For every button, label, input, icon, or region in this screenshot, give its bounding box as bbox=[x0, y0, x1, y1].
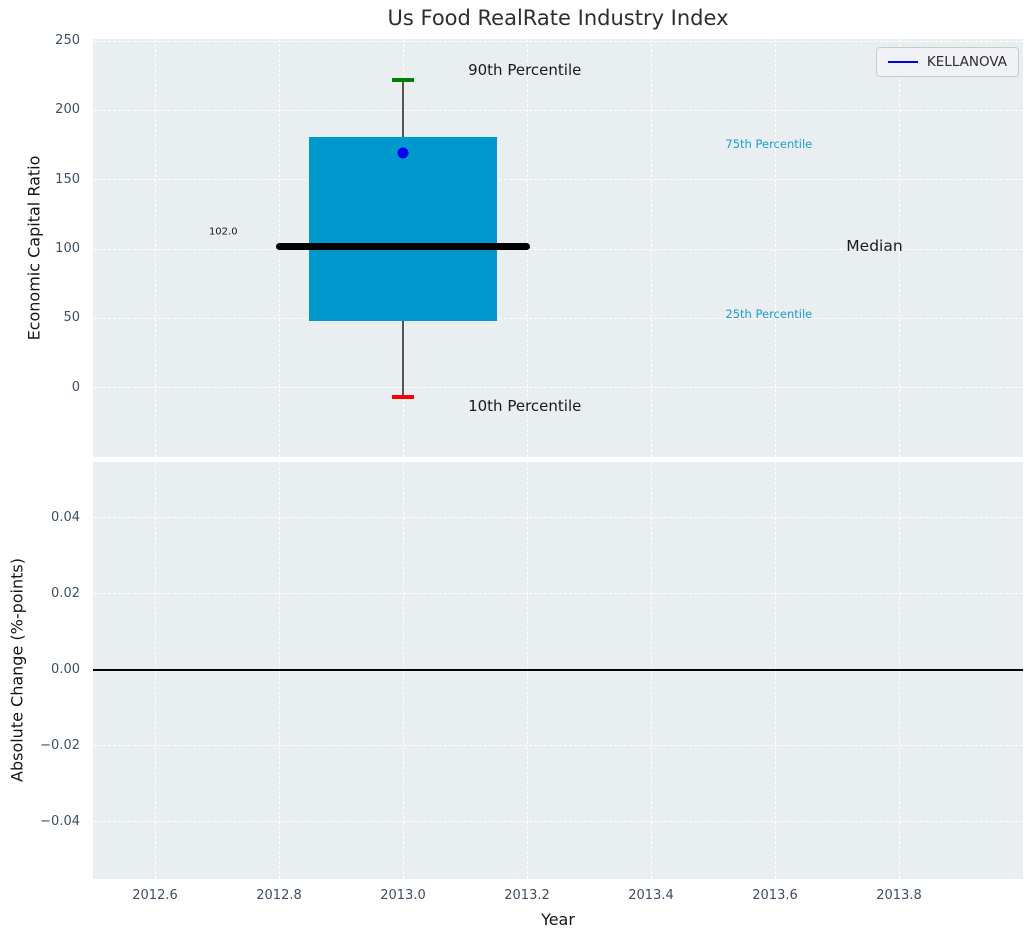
legend: KELLANOVA bbox=[875, 47, 1019, 77]
annotation-90th-percentile: 90th Percentile bbox=[468, 61, 582, 80]
x-tick-label: 2012.8 bbox=[256, 888, 302, 903]
x-tick-label: 2013.0 bbox=[380, 888, 426, 903]
gridline-horizontal bbox=[93, 821, 1023, 823]
y-tick-label: 50 bbox=[63, 310, 80, 326]
annotation-10th-percentile: 10th Percentile bbox=[468, 396, 582, 415]
gridline-horizontal bbox=[93, 40, 1023, 42]
x-tick-label: 2013.4 bbox=[628, 888, 674, 903]
y-tick-label: 0.04 bbox=[51, 509, 80, 525]
gridline-horizontal bbox=[93, 517, 1023, 519]
y-tick-label: 0.02 bbox=[51, 585, 80, 601]
gridline-horizontal bbox=[93, 179, 1023, 181]
annotation-median: Median bbox=[846, 237, 903, 256]
gridline-vertical bbox=[154, 39, 156, 457]
gridline-vertical bbox=[898, 39, 900, 457]
x-axis-label: Year bbox=[541, 910, 575, 929]
p90-cap bbox=[392, 77, 414, 82]
y-tick-label: 0 bbox=[71, 379, 80, 395]
p10-cap bbox=[392, 395, 414, 400]
gridline-horizontal bbox=[93, 745, 1023, 747]
box-iqr bbox=[309, 136, 497, 322]
x-tick-label: 2013.8 bbox=[876, 888, 922, 903]
y-tick-label: 150 bbox=[55, 171, 80, 187]
bottom-subplot bbox=[93, 462, 1023, 879]
gridline-horizontal bbox=[93, 387, 1023, 389]
gridline-vertical bbox=[774, 39, 776, 457]
x-tick-label: 2013.2 bbox=[504, 888, 550, 903]
y-tick-label: 250 bbox=[55, 33, 80, 49]
gridline-horizontal bbox=[93, 317, 1023, 319]
y-tick-label: 0.00 bbox=[51, 661, 80, 677]
y-tick-label: −0.04 bbox=[40, 813, 80, 829]
annotation-102-0: 102.0 bbox=[208, 226, 238, 238]
company-dot bbox=[397, 147, 409, 159]
x-tick-label: 2012.6 bbox=[132, 888, 178, 903]
chart-title: Us Food RealRate Industry Index bbox=[387, 6, 729, 30]
annotation-25th-percentile: 25th Percentile bbox=[725, 307, 813, 322]
gridline-horizontal bbox=[93, 109, 1023, 111]
y-tick-label: 200 bbox=[55, 102, 80, 118]
y-tick-label: −0.02 bbox=[40, 737, 80, 753]
zero-line bbox=[93, 668, 1023, 671]
legend-label: KELLANOVA bbox=[926, 54, 1007, 70]
y-tick-label: 100 bbox=[55, 241, 80, 257]
gridline-horizontal bbox=[93, 248, 1023, 250]
top-subplot: KELLANOVA 90th Percentile 10th Percentile… bbox=[93, 39, 1023, 457]
x-tick-label: 2013.6 bbox=[752, 888, 798, 903]
legend-line-icon bbox=[887, 61, 918, 63]
median-line bbox=[275, 242, 531, 250]
annotation-75th-percentile: 75th Percentile bbox=[725, 136, 813, 151]
gridline-vertical bbox=[650, 39, 652, 457]
gridline-horizontal bbox=[93, 593, 1023, 595]
